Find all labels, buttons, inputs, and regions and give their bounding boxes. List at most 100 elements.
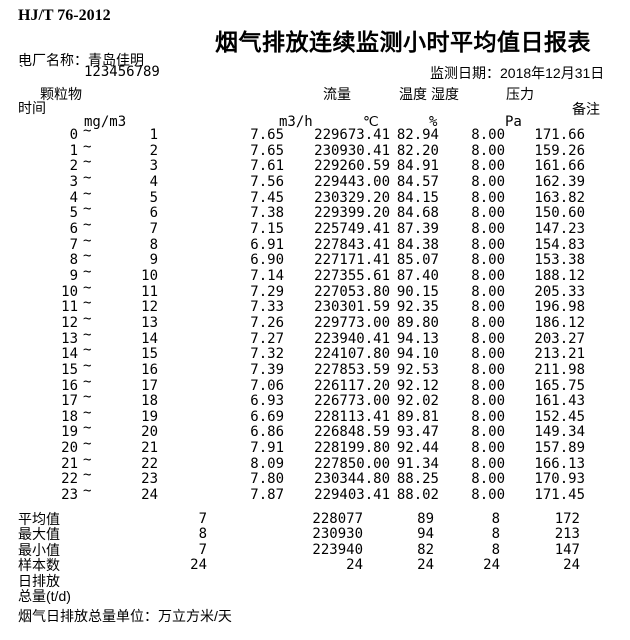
unit-humidity: %: [429, 114, 438, 130]
cell-press: 205.33: [534, 283, 585, 300]
cell-hum: 8.00: [471, 173, 505, 190]
cell-press: 152.45: [534, 408, 585, 425]
summary-label: 最小值: [18, 541, 60, 558]
cell-hum: 8.00: [471, 189, 505, 206]
cell-temp: 94.10: [396, 346, 439, 363]
cell-hum: 8.00: [471, 346, 505, 363]
hour-end: 10: [141, 267, 158, 284]
cell-pm: 7.33: [250, 299, 284, 316]
summary-c5: 172: [554, 511, 580, 527]
hour-tilde: ~: [83, 342, 92, 359]
cell-hum: 8.00: [471, 283, 505, 300]
table-row: 0 ~1 7.65 229673.41 82.94 8.00 171.66: [0, 123, 630, 144]
cell-hum: 8.00: [471, 408, 505, 425]
summary-c2: [207, 589, 363, 604]
cell-hum: 8.00: [471, 299, 505, 316]
summary-c1: 7: [198, 511, 207, 527]
summary-c2: 228077: [312, 511, 363, 527]
table-row: 9 ~10 7.14 227355.61 87.40 8.00 188.12: [0, 264, 630, 285]
summary-label: 平均值: [18, 511, 60, 527]
hour-tilde: ~: [83, 451, 92, 468]
cell-flow: 226848.59: [314, 424, 390, 441]
cell-temp: 88.25: [396, 471, 439, 488]
hour-start: 6: [69, 220, 78, 237]
cell-hum: 8.00: [471, 393, 505, 410]
summary-c5: 147: [554, 541, 580, 558]
cell-hum: 8.00: [471, 330, 505, 347]
hour-tilde: ~: [83, 326, 92, 343]
cell-pm: 6.69: [250, 408, 284, 425]
table-row: 14 ~15 7.32 224107.80 94.10 8.00 213.21: [0, 343, 630, 363]
table-row: 10 ~11 7.29 227053.80 90.15 8.00 205.33: [0, 280, 630, 301]
hour-start: 15: [61, 361, 78, 378]
summary-c5: [500, 589, 580, 604]
hour-start: 19: [61, 424, 78, 441]
cell-press: 150.60: [534, 205, 585, 222]
cell-hum: 8.00: [471, 267, 505, 284]
tick-mark: `: [19, 62, 24, 78]
cell-pm: 7.06: [250, 377, 284, 394]
hour-tilde: ~: [83, 232, 92, 249]
cell-pm: 7.56: [250, 173, 284, 190]
summary-row: 最大值 8 230930 94 8 213: [0, 526, 630, 543]
hour-start: 5: [69, 205, 78, 222]
cell-pm: 7.27: [250, 330, 284, 347]
cell-press: 211.98: [534, 361, 585, 378]
cell-flow: 226117.20: [314, 377, 390, 394]
cell-pm: 7.65: [250, 142, 284, 159]
hour-start: 4: [69, 189, 78, 206]
hour-end: 6: [149, 205, 158, 222]
cell-press: 159.26: [534, 142, 585, 159]
summary-c2: 24: [346, 557, 363, 574]
hour-tilde: ~: [83, 483, 92, 500]
plant-name-value: 青岛佳明: [88, 52, 144, 68]
hour-tilde: ~: [83, 357, 92, 374]
summary-c4: 8: [491, 526, 500, 543]
summary-c5: 24: [563, 557, 580, 574]
table-row: 21 ~22 8.09 227850.00 91.34 8.00 166.13: [0, 452, 630, 473]
cell-pm: 8.09: [250, 455, 284, 472]
hour-end: 9: [149, 252, 158, 269]
summary-row: 样本数 24 24 24 24 24: [0, 557, 630, 574]
cell-hum: 8.00: [471, 471, 505, 488]
standard-number: HJ/T 76-2012: [18, 7, 111, 24]
cell-press: 161.43: [534, 393, 585, 410]
cell-hum: 8.00: [471, 361, 505, 378]
summary-c3: 94: [417, 526, 434, 543]
monitor-date-line: 监测日期：2018年12月31日: [430, 63, 604, 83]
hour-tilde: ~: [83, 123, 92, 139]
cell-hum: 8.00: [471, 158, 505, 175]
cell-pm: 7.45: [250, 189, 284, 206]
hour-tilde: ~: [83, 420, 92, 437]
table-row: 13 ~14 7.27 223940.41 94.13 8.00 203.27: [0, 327, 630, 348]
hour-start: 13: [61, 330, 78, 347]
column-header-flow: 流量: [323, 86, 351, 102]
unit-pm: mg/m3: [84, 114, 127, 130]
hour-start: 17: [61, 393, 78, 410]
summary-c3: 24: [417, 557, 434, 574]
cell-hum: 8.00: [471, 142, 505, 159]
cell-hum: 8.00: [471, 440, 505, 457]
hour-start: 9: [69, 267, 78, 284]
hour-start: 0: [69, 127, 78, 143]
cell-temp: 84.91: [396, 158, 439, 175]
cell-flow: 228113.41: [314, 408, 390, 425]
cell-press: 163.82: [534, 189, 585, 206]
summary-c4: [434, 574, 500, 589]
cell-temp: 87.39: [396, 220, 439, 237]
cell-flow: 227355.61: [314, 267, 390, 284]
summary-label: 最大值: [18, 526, 60, 543]
cell-press: 162.39: [534, 173, 585, 190]
cell-temp: 90.15: [396, 283, 439, 300]
cell-flow: 227171.41: [314, 252, 390, 269]
column-header-pm: 颗粒物: [40, 86, 82, 102]
hour-tilde: ~: [83, 263, 92, 280]
hour-end: 16: [141, 361, 158, 378]
cell-pm: 7.38: [250, 205, 284, 222]
cell-pm: 7.91: [250, 440, 284, 457]
hour-start: 18: [61, 408, 78, 425]
table-row: 16 ~17 7.06 226117.20 92.12 8.00 165.75: [0, 374, 630, 395]
hour-start: 21: [61, 455, 78, 472]
hour-start: 14: [61, 346, 78, 363]
hour-end: 4: [149, 173, 158, 190]
